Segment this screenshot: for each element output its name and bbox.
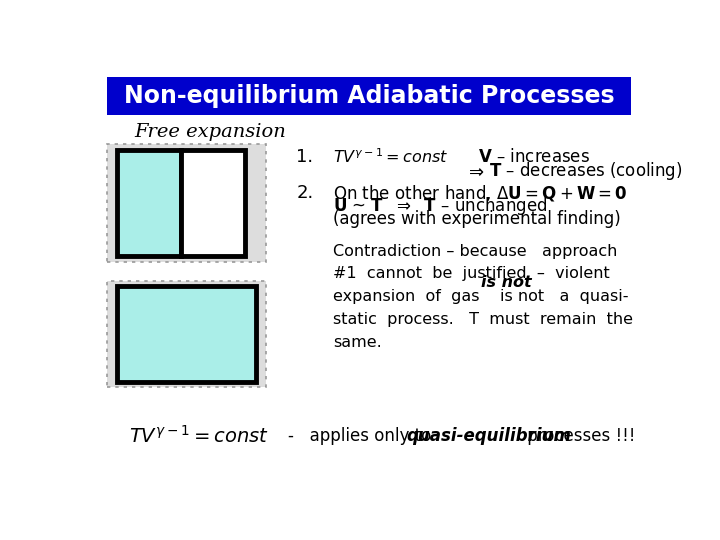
Bar — [107, 77, 631, 114]
Text: (agrees with experimental finding): (agrees with experimental finding) — [333, 211, 621, 228]
Text: $\Rightarrow$: $\Rightarrow$ — [465, 162, 485, 180]
Text: $TV^{\gamma-1}=const$: $TV^{\gamma-1}=const$ — [129, 425, 269, 447]
Text: -   applies only to: - applies only to — [288, 427, 436, 445]
Bar — [181, 150, 245, 256]
Text: 1.: 1. — [297, 148, 314, 166]
Bar — [107, 281, 266, 387]
Text: processes !!!: processes !!! — [523, 427, 636, 445]
Text: $\mathbf{T}$ – decreases (cooling): $\mathbf{T}$ – decreases (cooling) — [489, 160, 683, 182]
Text: quasi-equilibrium: quasi-equilibrium — [406, 427, 571, 445]
Text: On the other hand, $\Delta\mathbf{U} = \mathbf{Q} + \mathbf{W} = \mathbf{0}$: On the other hand, $\Delta\mathbf{U} = \… — [333, 183, 627, 203]
Text: $TV^{\gamma-1}=const$: $TV^{\gamma-1}=const$ — [333, 148, 448, 166]
Text: $\mathbf{U}$ ~ $\mathbf{T}$  $\Rightarrow$  $\mathbf{T}$ – unchanged: $\mathbf{U}$ ~ $\mathbf{T}$ $\Rightarrow… — [333, 195, 547, 217]
Text: $\mathbf{V}$ – increases: $\mathbf{V}$ – increases — [478, 148, 590, 166]
Text: Free expansion: Free expansion — [135, 123, 287, 141]
Text: Contradiction – because   approach
#1  cannot  be  justified  –  violent
expansi: Contradiction – because approach #1 cann… — [333, 244, 633, 350]
Bar — [107, 144, 266, 262]
Bar — [117, 286, 256, 382]
Text: Non-equilibrium Adiabatic Processes: Non-equilibrium Adiabatic Processes — [124, 84, 614, 108]
Bar — [117, 150, 181, 256]
Text: 2.: 2. — [297, 184, 314, 202]
Text: is not: is not — [481, 275, 531, 290]
